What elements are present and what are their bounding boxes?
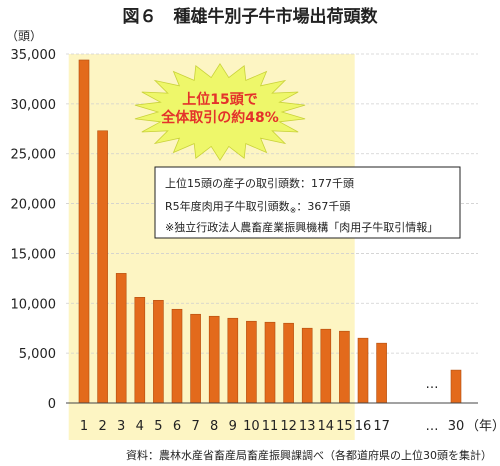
x-tick-label: 15 [336, 419, 353, 434]
bar [227, 317, 239, 404]
x-tick-label: 9 [229, 419, 237, 434]
bar [78, 59, 90, 404]
x-tick-label: 10 [243, 419, 260, 434]
bar [115, 273, 127, 404]
bar [134, 297, 146, 404]
notes-line2-value: ：367千頭 [296, 200, 350, 213]
y-axis-unit: （頭） [6, 29, 42, 43]
x-tick-label: 7 [191, 419, 199, 434]
notes-box [154, 166, 461, 239]
bar [171, 308, 183, 404]
notes-line2-main: R5年度肉用子牛取引頭数 [165, 199, 290, 213]
notes-line3: ※独立行政法人農畜産業振興機構「肉用子牛取引情報」 [165, 220, 438, 234]
bar [320, 328, 332, 404]
y-tick-label: 20,000 [11, 198, 57, 213]
notes-line2: R5年度肉用子牛取引頭数※：367千頭 [165, 199, 350, 215]
x-tick-label: 11 [262, 419, 279, 434]
notes-line1: 上位15頭の産子の取引頭数：177千頭 [165, 176, 354, 190]
notes-line2-mark: ※ [290, 206, 297, 215]
x-tick-label: 13 [299, 419, 316, 434]
x-tick-labels: 1 2 3 4 5 6 7 8 9 10 11 12 13 14 15 16 17 30 [80, 419, 464, 434]
y-tick-label: 35,000 [11, 48, 57, 63]
bar [97, 130, 108, 404]
x-tick-label: 30 [448, 419, 465, 434]
bar [246, 320, 257, 404]
x-tick-label: 17 [373, 419, 390, 434]
x-tick-label: 6 [173, 419, 181, 434]
bar [208, 315, 220, 404]
x-axis-unit: （年） [466, 419, 500, 434]
bar [376, 342, 387, 404]
x-tick-label: 5 [154, 419, 162, 434]
x-tick-label: 12 [280, 419, 297, 434]
x-gap-ellipsis: … [426, 419, 439, 434]
y-tick-label: 30,000 [11, 98, 57, 113]
callout-starburst [134, 63, 306, 161]
bar [190, 313, 201, 404]
bar [153, 299, 164, 404]
bar [450, 369, 462, 404]
callout-line1: 上位15頭で [182, 91, 257, 108]
callout-line2: 全体取引の約48% [160, 109, 279, 126]
y-tick-label: 5,000 [19, 347, 56, 362]
x-tick-label: 8 [210, 419, 218, 434]
source-note: 資料：農林水産省畜産局畜産振興課調べ（各都道府県の上位30頭を集計） [126, 448, 492, 462]
x-tick-label: 16 [355, 419, 372, 434]
x-tick-label: 14 [318, 419, 335, 434]
x-tick-label: 4 [136, 419, 144, 434]
y-tick-label: 10,000 [11, 297, 57, 312]
y-tick-label: 25,000 [11, 148, 57, 163]
bar [264, 321, 276, 404]
x-tick-label: 2 [98, 419, 106, 434]
bar [339, 330, 350, 404]
bar [301, 327, 313, 404]
bar [283, 322, 294, 404]
y-tick-label: 15,000 [11, 247, 57, 262]
y-tick-labels: 0 5,000 10,000 15,000 20,000 25,000 30,000 35,0… [11, 48, 57, 412]
bars [78, 59, 462, 404]
bar [357, 337, 369, 404]
bar-gap-ellipsis: … [426, 377, 439, 392]
x-tick-label: 1 [80, 419, 88, 434]
chart-title: 図６ 種雄牛別子牛市場出荷頭数 [123, 6, 379, 27]
x-tick-label: 3 [117, 419, 125, 434]
y-tick-label: 0 [48, 397, 56, 412]
